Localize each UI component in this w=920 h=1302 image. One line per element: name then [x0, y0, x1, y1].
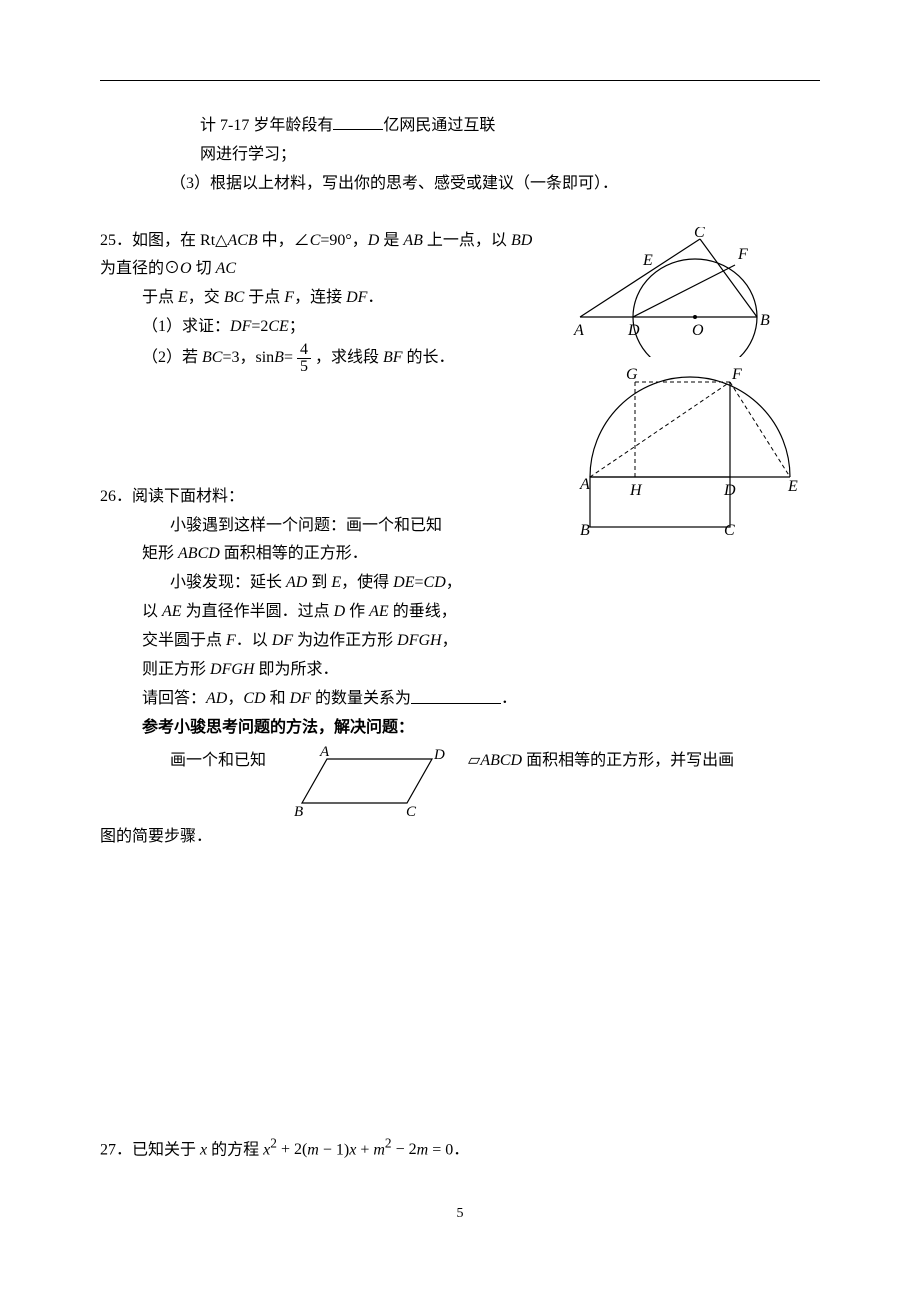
frag-line3: （3）根据以上材料，写出你的思考、感受或建议（一条即可）．	[100, 170, 820, 199]
frag-text-1: 计 7-17 岁年龄段有	[200, 117, 333, 134]
svg-text:A: A	[319, 744, 330, 760]
q26-figure-svg: A H D E B C G F	[560, 357, 820, 547]
frag-line2: 网进行学习；	[100, 141, 820, 170]
q25: A D O B C E F	[100, 227, 820, 375]
q25-num: 25．	[100, 232, 132, 249]
frag-text-3: （3）根据以上材料，写出你的思考、感受或建议（一条即可）．	[170, 175, 618, 192]
svg-text:C: C	[694, 227, 705, 241]
q27-equation: x2 + 2(m − 1)x + m2 − 2m = 0	[263, 1141, 453, 1158]
svg-text:C: C	[406, 804, 417, 820]
q26-right: ▱ABCD 面积相等的正方形，并写出画	[468, 743, 820, 776]
svg-text:D: D	[627, 322, 640, 339]
svg-text:D: D	[723, 482, 736, 499]
svg-text:F: F	[737, 246, 748, 263]
svg-text:B: B	[760, 312, 770, 329]
q26-row: 画一个和已知 A D B C ▱ABCD 面积相等的正方形，并写出画	[100, 743, 820, 823]
q26-line3: 小骏发现：延长 AD 到 E，使得 DE=CD，	[100, 569, 820, 598]
svg-text:O: O	[692, 322, 704, 339]
page-number: 5	[100, 1201, 820, 1226]
svg-text:F: F	[731, 366, 742, 383]
frag-text-2: 网进行学习；	[200, 146, 296, 163]
svg-text:E: E	[787, 478, 798, 495]
svg-text:A: A	[573, 322, 584, 339]
q26-line6: 则正方形 DFGH 即为所求．	[100, 656, 820, 685]
q25-figure-svg: A D O B C E F	[560, 227, 790, 357]
q26-num: 26．	[100, 488, 132, 505]
svg-text:E: E	[642, 252, 653, 269]
frag-text-1b: 亿网民通过互联	[383, 117, 495, 134]
svg-text:G: G	[626, 366, 638, 383]
page-container: 计 7-17 岁年龄段有 亿网民通过互联 网进行学习； （3）根据以上材料，写出你…	[0, 0, 920, 1266]
q26-line7: 请回答：AD，CD 和 DF 的数量关系为．	[100, 684, 820, 714]
q27: 27．已知关于 x 的方程 x2 + 2(m − 1)x + m2 − 2m =…	[100, 1132, 820, 1165]
frag-line1: 计 7-17 岁年龄段有 亿网民通过互联	[100, 111, 820, 141]
q26-line5: 交半圆于点 F．以 DF 为边作正方形 DFGH，	[100, 627, 820, 656]
blank-1	[333, 111, 383, 130]
q26-line4: 以 AE 为直径作半圆．过点 D 作 AE 的垂线，	[100, 598, 820, 627]
svg-text:D: D	[433, 747, 445, 763]
svg-text:B: B	[294, 804, 303, 820]
q26-parallelogram-figure: A D B C	[266, 743, 468, 823]
q25-figure-wrap: A D O B C E F	[560, 227, 820, 547]
svg-text:C: C	[724, 522, 735, 539]
q26-line10: 图的简要步骤．	[100, 823, 820, 852]
fraction-4-5: 4 5	[297, 342, 311, 375]
svg-text:H: H	[629, 482, 643, 499]
svg-text:A: A	[579, 476, 590, 493]
svg-text:B: B	[580, 522, 590, 539]
q26-line8: 参考小骏思考问题的方法，解决问题：	[100, 714, 820, 743]
q26-left: 画一个和已知	[100, 743, 266, 776]
q27-num: 27．	[100, 1141, 132, 1158]
blank-2	[411, 684, 501, 703]
parallelogram-svg: A D B C	[282, 743, 452, 823]
spacer-2	[100, 852, 820, 1132]
top-rule	[100, 80, 820, 81]
